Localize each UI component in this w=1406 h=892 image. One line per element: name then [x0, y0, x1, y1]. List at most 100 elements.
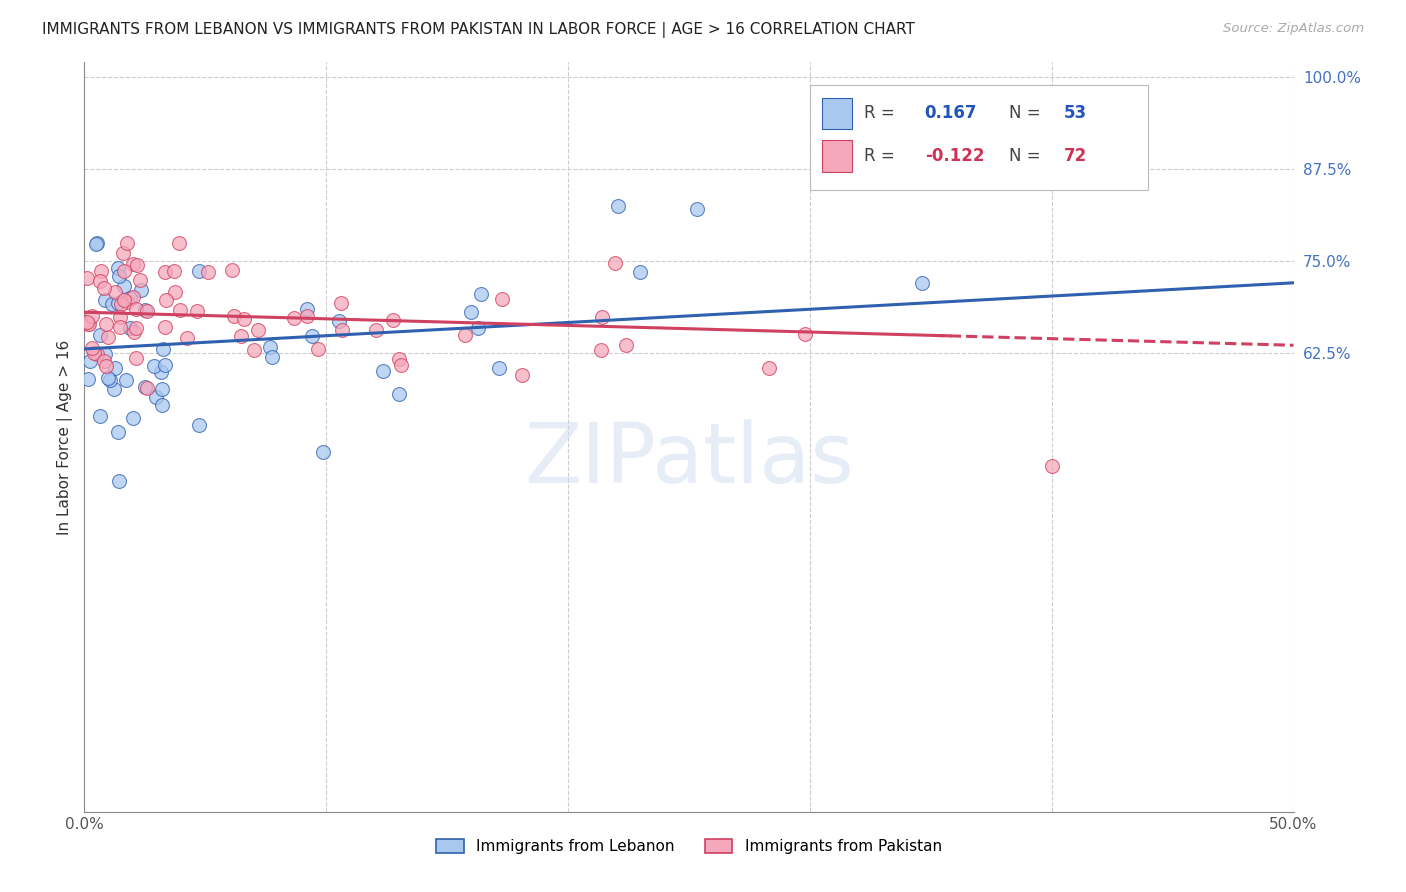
Point — [112, 264, 135, 278]
Point — [247, 323, 270, 337]
Point — [134, 303, 156, 318]
Point — [1040, 459, 1063, 474]
Point — [163, 263, 186, 277]
Point — [145, 390, 167, 404]
Point — [107, 425, 129, 439]
Point — [108, 310, 131, 324]
Point — [312, 444, 335, 458]
Point — [80, 341, 103, 355]
Point — [329, 296, 352, 310]
Point — [104, 285, 127, 300]
Point — [110, 297, 132, 311]
Point — [93, 281, 115, 295]
Point — [330, 323, 353, 337]
Point — [122, 290, 145, 304]
Point — [136, 381, 159, 395]
Text: ZIPatlas: ZIPatlas — [524, 419, 853, 500]
Point — [90, 264, 112, 278]
Point — [388, 386, 411, 401]
Point — [93, 293, 115, 308]
Point — [108, 268, 131, 283]
Point — [115, 295, 138, 310]
Point — [150, 382, 173, 396]
Point — [328, 314, 350, 328]
Point — [283, 311, 305, 326]
Y-axis label: In Labor Force | Age > 16: In Labor Force | Age > 16 — [58, 340, 73, 534]
Point — [77, 317, 100, 331]
Point — [176, 331, 198, 345]
Point — [80, 309, 103, 323]
Point — [510, 368, 533, 383]
Text: 0.167: 0.167 — [925, 104, 977, 122]
Point — [155, 293, 177, 307]
Point — [136, 303, 159, 318]
Point — [131, 283, 153, 297]
Bar — [823, 97, 852, 129]
Point — [86, 347, 108, 361]
Point — [125, 320, 148, 334]
Point — [94, 317, 117, 331]
Point — [121, 411, 143, 425]
Point — [169, 303, 191, 318]
Point — [221, 263, 243, 277]
Point — [107, 261, 129, 276]
Point — [114, 373, 136, 387]
Point — [112, 293, 135, 308]
Point — [163, 285, 186, 299]
Point — [97, 371, 120, 385]
Text: IMMIGRANTS FROM LEBANON VS IMMIGRANTS FROM PAKISTAN IN LABOR FORCE | AGE > 16 CO: IMMIGRANTS FROM LEBANON VS IMMIGRANTS FR… — [42, 22, 915, 38]
Point — [83, 346, 105, 360]
Point — [121, 257, 143, 271]
Point — [488, 361, 510, 376]
Point — [233, 312, 256, 326]
Point — [260, 351, 283, 365]
Point — [793, 327, 815, 342]
Point — [84, 236, 107, 251]
Point — [389, 359, 412, 373]
Point — [1088, 161, 1111, 176]
Bar — [823, 140, 852, 172]
Point — [467, 321, 489, 335]
Point — [167, 236, 190, 251]
Point — [107, 474, 129, 488]
Text: R =: R = — [865, 104, 900, 122]
Point — [470, 287, 492, 301]
Point — [127, 258, 149, 272]
Point — [120, 321, 142, 335]
Point — [197, 264, 219, 278]
Point — [607, 198, 630, 212]
Point — [382, 313, 405, 327]
Point — [155, 358, 177, 372]
Point — [187, 418, 209, 433]
Point — [122, 325, 145, 339]
Point — [124, 301, 146, 316]
Point — [98, 373, 121, 387]
Point — [153, 265, 176, 279]
Text: 72: 72 — [1064, 147, 1087, 165]
Point — [103, 382, 125, 396]
Point — [77, 318, 100, 332]
Text: -0.122: -0.122 — [925, 147, 984, 165]
Text: N =: N = — [1010, 147, 1046, 165]
Point — [187, 264, 209, 278]
Point — [152, 342, 174, 356]
Point — [107, 295, 129, 310]
Point — [117, 235, 139, 250]
Point — [373, 364, 395, 378]
Point — [153, 320, 176, 334]
Text: Source: ZipAtlas.com: Source: ZipAtlas.com — [1223, 22, 1364, 36]
Legend: Immigrants from Lebanon, Immigrants from Pakistan: Immigrants from Lebanon, Immigrants from… — [430, 833, 948, 860]
Text: R =: R = — [865, 147, 900, 165]
Point — [297, 302, 319, 317]
Point — [628, 265, 651, 279]
Point — [76, 271, 98, 285]
Point — [454, 327, 477, 342]
Point — [96, 359, 118, 373]
Point — [100, 297, 122, 311]
Point — [89, 409, 111, 424]
Point — [295, 309, 318, 323]
Point — [388, 351, 411, 366]
Point — [108, 319, 131, 334]
Point — [143, 359, 166, 373]
Point — [911, 277, 934, 291]
